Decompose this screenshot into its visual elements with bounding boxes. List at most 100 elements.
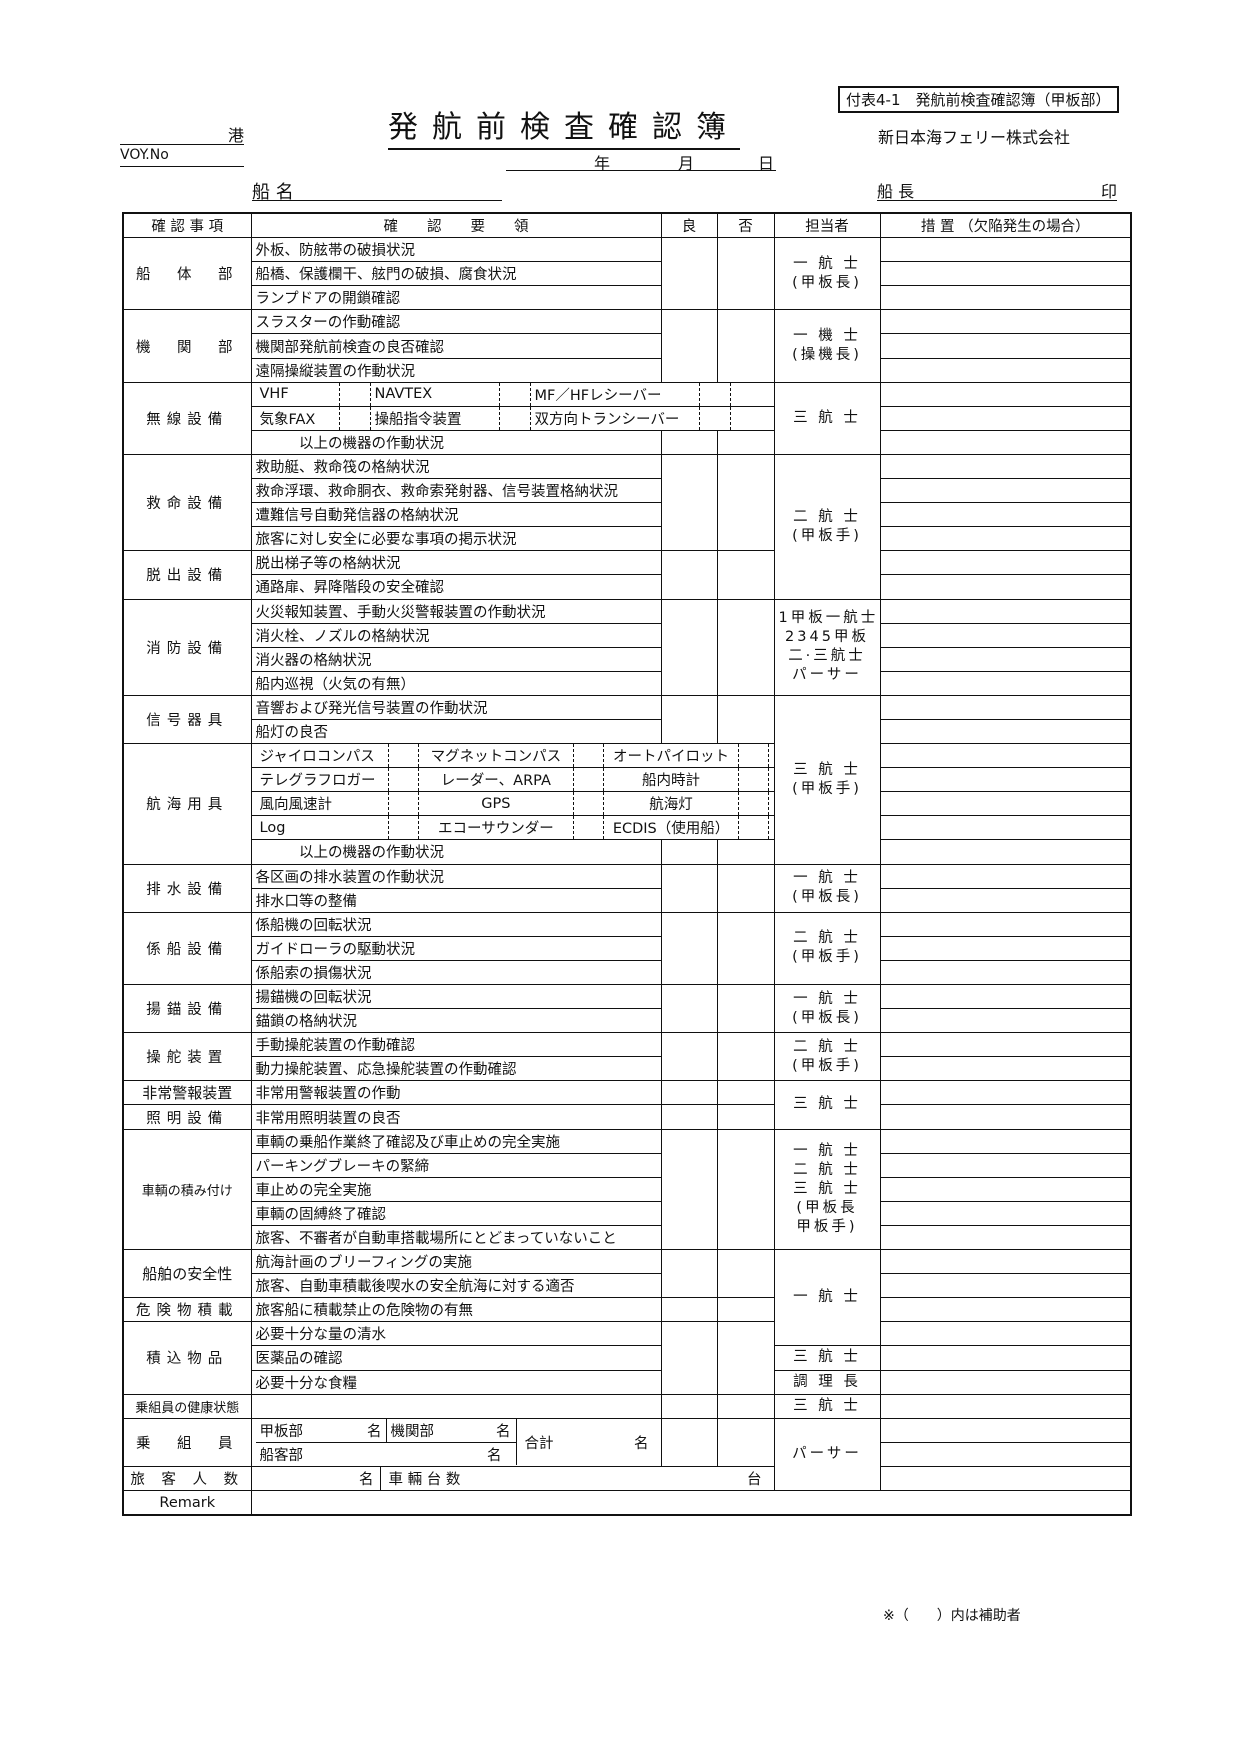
equipment-check-box[interactable] (574, 744, 604, 767)
equipment-check-box[interactable] (574, 816, 604, 839)
action-cell[interactable] (879, 1128, 1132, 1154)
action-cell[interactable] (879, 598, 1132, 624)
bad-check-cell[interactable] (716, 1249, 775, 1299)
voy-field[interactable] (120, 166, 244, 167)
good-check-cell[interactable] (660, 598, 718, 696)
bad-check-cell[interactable] (716, 309, 775, 383)
action-cell[interactable] (879, 1176, 1132, 1202)
bad-check-cell[interactable] (716, 1393, 775, 1419)
equipment-check-box[interactable] (389, 744, 420, 767)
bad-check-cell[interactable] (716, 429, 775, 455)
action-cell[interactable] (879, 1008, 1132, 1034)
action-cell[interactable] (879, 887, 1132, 913)
good-check-cell[interactable] (660, 1393, 718, 1419)
bad-check-cell[interactable] (716, 1104, 775, 1130)
action-cell[interactable] (879, 1465, 1132, 1491)
action-cell[interactable] (879, 1200, 1132, 1226)
equipment-check-box[interactable] (574, 768, 604, 791)
crew-deck-field[interactable]: 甲板部 名 (256, 1419, 387, 1442)
equipment-check-box[interactable] (500, 407, 531, 430)
bad-check-cell[interactable] (716, 237, 775, 311)
good-check-cell[interactable] (660, 1080, 718, 1106)
action-cell[interactable] (879, 1297, 1132, 1323)
action-cell[interactable] (879, 935, 1132, 961)
ship-name-field[interactable]: 船 名 (252, 178, 502, 203)
action-cell[interactable] (879, 718, 1132, 745)
action-cell[interactable] (879, 574, 1132, 600)
action-cell[interactable] (879, 1345, 1132, 1371)
good-check-cell[interactable] (660, 694, 718, 745)
action-cell[interactable] (879, 622, 1132, 648)
action-cell[interactable] (879, 333, 1132, 359)
good-check-cell[interactable] (660, 550, 718, 600)
action-cell[interactable] (879, 1273, 1132, 1299)
equipment-check-box[interactable] (340, 407, 371, 430)
good-check-cell[interactable] (660, 839, 718, 865)
captain-field[interactable]: 船 長 印 (877, 178, 1117, 201)
remark-field[interactable] (250, 1489, 1132, 1516)
action-cell[interactable] (879, 1056, 1132, 1082)
bad-check-cell[interactable] (716, 1417, 775, 1467)
action-cell[interactable] (879, 863, 1132, 889)
good-check-cell[interactable] (660, 1128, 718, 1251)
bad-check-cell[interactable] (716, 911, 775, 986)
bad-check-cell[interactable] (716, 839, 775, 865)
action-cell[interactable] (879, 1032, 1132, 1058)
action-cell[interactable] (879, 1080, 1132, 1106)
bad-check-cell[interactable] (716, 863, 775, 913)
action-cell[interactable] (879, 1417, 1132, 1443)
equipment-check-box[interactable] (739, 792, 770, 815)
good-check-cell[interactable] (660, 309, 718, 383)
action-cell[interactable] (879, 429, 1132, 455)
equipment-check-box[interactable] (574, 792, 604, 815)
good-check-cell[interactable] (660, 1417, 718, 1467)
bad-check-cell[interactable] (716, 1297, 775, 1323)
equipment-check-box[interactable] (739, 816, 770, 839)
equipment-check-box[interactable] (389, 816, 420, 839)
action-cell[interactable] (879, 1224, 1132, 1251)
action-cell[interactable] (879, 1104, 1132, 1130)
bad-check-cell[interactable] (716, 1080, 775, 1106)
action-cell[interactable] (879, 670, 1132, 696)
action-cell[interactable] (879, 983, 1132, 1010)
bad-check-cell[interactable] (716, 1321, 775, 1395)
good-check-cell[interactable] (660, 453, 718, 552)
good-check-cell[interactable] (660, 237, 718, 311)
action-cell[interactable] (879, 839, 1132, 865)
action-cell[interactable] (879, 1393, 1132, 1419)
good-check-cell[interactable] (660, 863, 718, 913)
action-cell[interactable] (879, 405, 1132, 431)
action-cell[interactable] (879, 1249, 1132, 1275)
action-cell[interactable] (879, 959, 1132, 986)
crew-total-field[interactable]: 合計 名 (517, 1419, 657, 1465)
bad-check-cell[interactable] (716, 1128, 775, 1251)
equipment-check-box[interactable] (739, 768, 770, 791)
action-cell[interactable] (879, 1321, 1132, 1347)
equipment-check-box[interactable] (739, 744, 770, 767)
bad-check-cell[interactable] (716, 598, 775, 696)
action-cell[interactable] (879, 815, 1132, 841)
bad-check-cell[interactable] (716, 983, 775, 1034)
action-cell[interactable] (879, 646, 1132, 672)
action-cell[interactable] (879, 743, 1132, 769)
good-check-cell[interactable] (660, 911, 718, 986)
equipment-check-box[interactable] (340, 383, 371, 406)
action-cell[interactable] (879, 1369, 1132, 1395)
equipment-check-box[interactable] (700, 383, 731, 406)
good-check-cell[interactable] (660, 1249, 718, 1299)
crew-passenger_dept-field[interactable]: 船客部 名 (256, 1443, 506, 1466)
action-cell[interactable] (879, 261, 1132, 287)
good-check-cell[interactable] (660, 1104, 718, 1130)
good-check-cell[interactable] (660, 983, 718, 1034)
bad-check-cell[interactable] (716, 550, 775, 600)
equipment-check-box[interactable] (700, 407, 731, 430)
equipment-check-box[interactable] (389, 792, 420, 815)
bad-check-cell[interactable] (716, 1032, 775, 1082)
action-cell[interactable] (879, 502, 1132, 528)
crew-count-cell[interactable]: 甲板部名機関部名船客部名合計名 (250, 1417, 662, 1467)
action-cell[interactable] (879, 550, 1132, 576)
passenger-vehicle-count-cell[interactable]: 名車 輛 台 数 台 (250, 1465, 775, 1491)
equipment-check-box[interactable] (500, 383, 531, 406)
action-cell[interactable] (879, 911, 1132, 937)
good-check-cell[interactable] (660, 1032, 718, 1082)
